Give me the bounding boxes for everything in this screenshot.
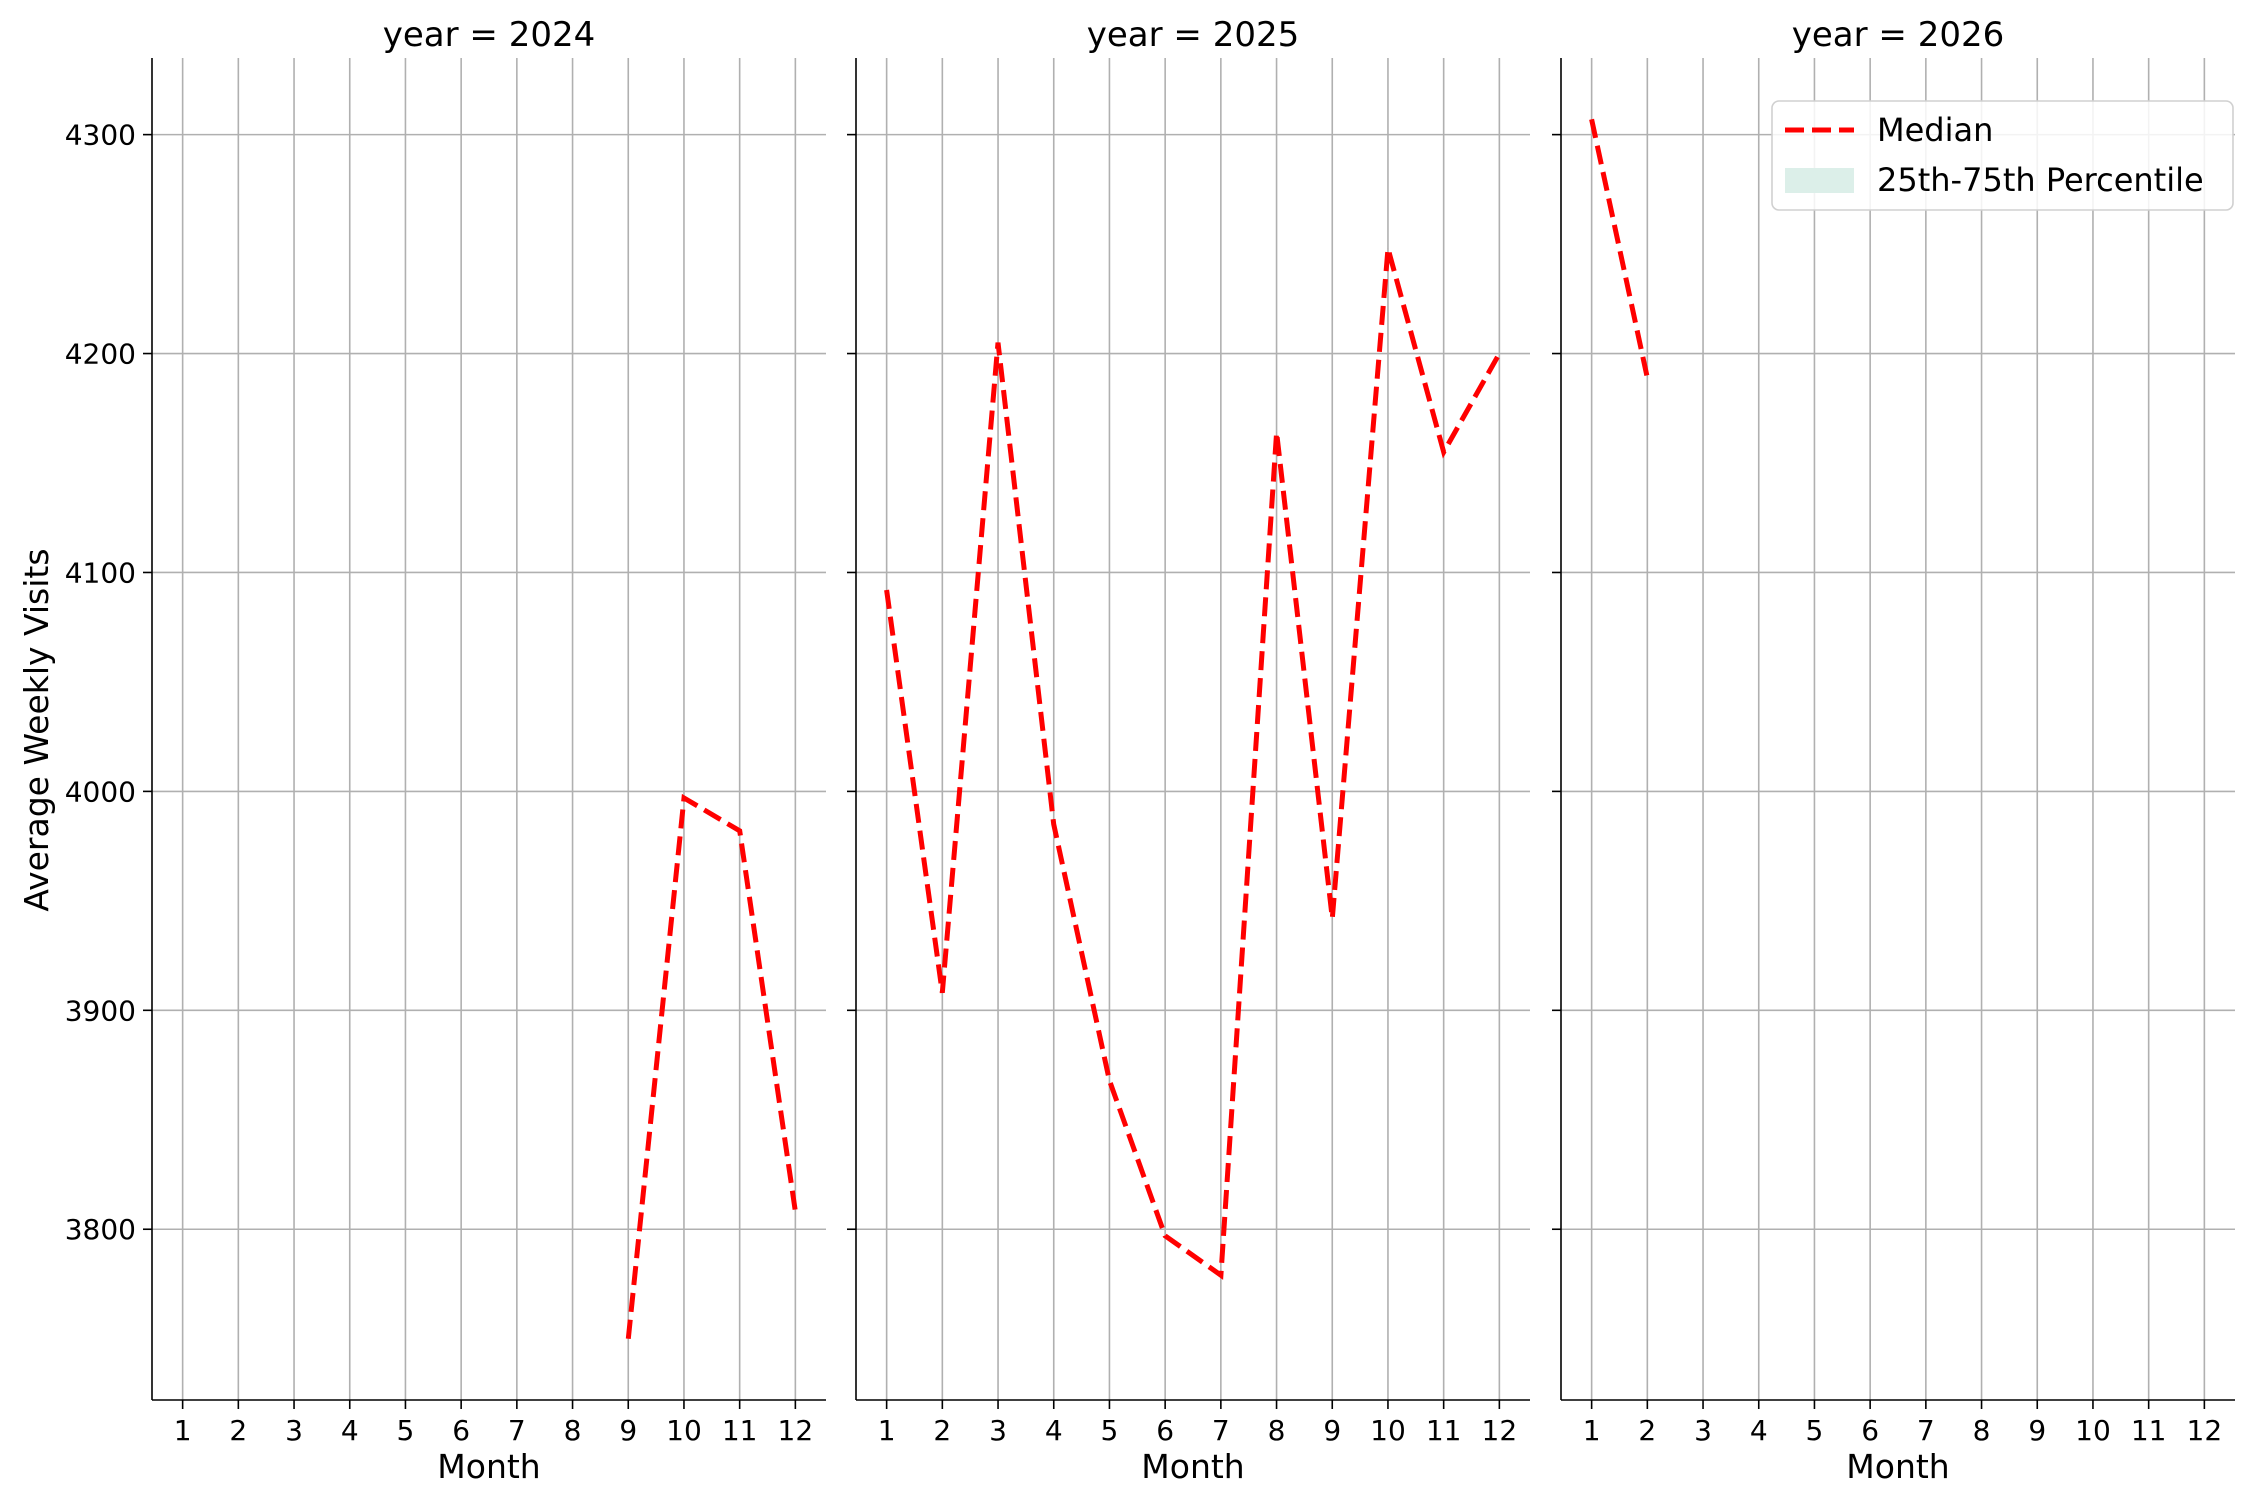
panel-1: 1 2 3 4 5 6 7 8 9 10 11 12380039004000410042004300y… [65,15,826,1486]
x-tick-label: 8 [564,1414,582,1447]
x-tick-label: 12 [1482,1414,1518,1447]
legend-percentile-swatch [1785,168,1854,193]
x-tick-label: 4 [1750,1414,1768,1447]
x-tick-label: 6 [1861,1414,1879,1447]
y-tick-label: 4300 [65,119,136,152]
x-tick-label: 9 [2028,1414,2046,1447]
median-line [625,793,798,1339]
median-line [884,247,1502,1280]
x-tick-label: 2 [933,1414,951,1447]
panel-title: year = 2025 [1087,15,1299,55]
x-tick-label: 4 [1045,1414,1063,1447]
x-tick-label: 10 [2075,1414,2111,1447]
x-tick-label: 4 [341,1414,359,1447]
x-tick-label: 10 [1370,1414,1406,1447]
x-tick-label: 7 [1917,1414,1935,1447]
x-tick-label: 6 [1156,1414,1174,1447]
x-tick-label: 5 [397,1414,415,1447]
y-tick-label: 3900 [65,994,136,1027]
median-line [1589,118,1650,379]
x-axis-label: Month [437,1447,540,1486]
x-tick-label: 8 [1268,1414,1286,1447]
y-tick-label: 4000 [65,775,136,808]
legend-median-label: Median [1877,111,1993,149]
legend-percentile-label: 25th-75th Percentile [1877,161,2204,199]
x-axis-label: Month [1141,1447,1244,1486]
x-tick-label: 3 [285,1414,303,1447]
x-tick-label: 3 [989,1414,1007,1447]
panel-title: year = 2026 [1792,15,2004,55]
x-tick-label: 9 [619,1414,637,1447]
x-tick-label: 9 [1323,1414,1341,1447]
x-tick-label: 2 [229,1414,247,1447]
x-tick-label: 6 [452,1414,470,1447]
x-tick-label: 1 [1583,1414,1601,1447]
x-axis-label: Month [1846,1447,1949,1486]
y-axis-label: Average Weekly Visits [17,548,56,911]
x-tick-label: 1 [878,1414,896,1447]
x-tick-label: 8 [1973,1414,1991,1447]
x-tick-label: 5 [1101,1414,1119,1447]
y-tick-label: 4100 [65,556,136,589]
x-tick-label: 12 [2187,1414,2223,1447]
x-tick-label: 7 [508,1414,526,1447]
x-tick-label: 7 [1212,1414,1230,1447]
chart-panels: 1 2 3 4 5 6 7 8 9 10 11 12380039004000410042004300y… [65,15,2235,1486]
y-tick-label: 4200 [65,338,136,371]
x-tick-label: 2 [1638,1414,1656,1447]
x-tick-label: 12 [778,1414,814,1447]
x-tick-label: 11 [722,1414,758,1447]
x-tick-label: 3 [1694,1414,1712,1447]
x-tick-label: 10 [666,1414,702,1447]
x-tick-label: 1 [174,1414,192,1447]
y-tick-label: 3800 [65,1213,136,1246]
legend-frame [1771,100,2234,211]
x-tick-label: 11 [2131,1414,2167,1447]
x-tick-label: 5 [1806,1414,1824,1447]
legend: Median 25th-75th Percentile [1771,100,2234,211]
x-tick-label: 11 [1426,1414,1462,1447]
panel-title: year = 2024 [383,15,595,55]
